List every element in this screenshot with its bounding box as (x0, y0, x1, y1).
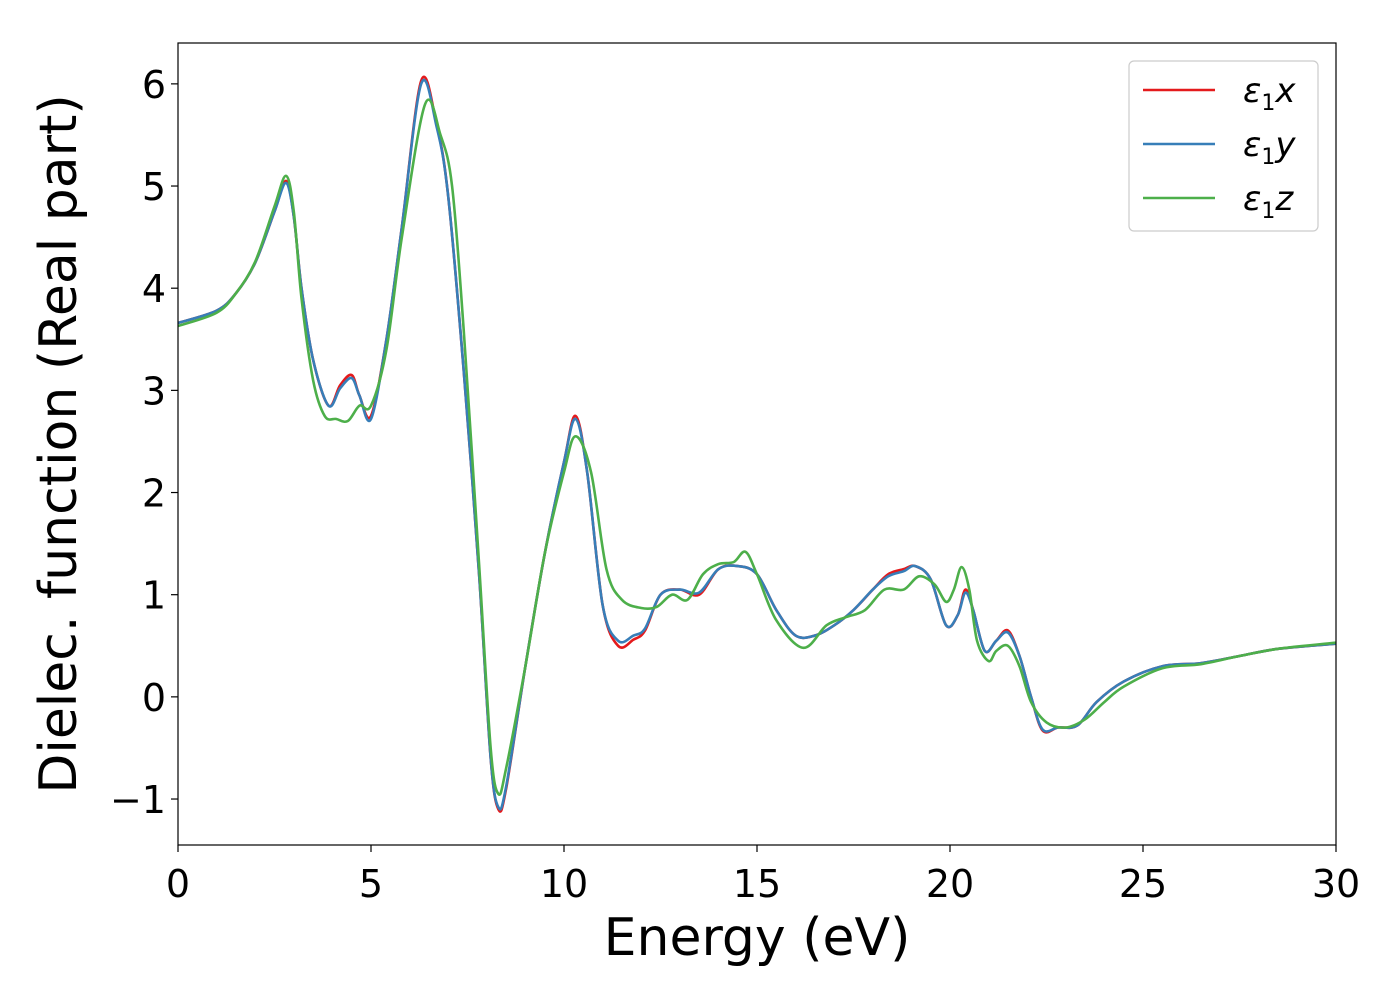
x-tick-label: 20 (926, 862, 974, 906)
legend-item: ε1y (1143, 125, 1296, 170)
x-tick-label: 5 (359, 862, 383, 906)
x-tick-label: 0 (166, 862, 190, 906)
y-axis-label: Dielec. function (Real part) (29, 94, 89, 793)
legend-box (1128, 60, 1319, 232)
legend: ε1x ε1y ε1z (1128, 60, 1319, 232)
y-tick-label: 3 (142, 369, 166, 413)
legend-item: ε1z (1143, 179, 1294, 224)
x-tick-label: 25 (1119, 862, 1167, 906)
series-line-y (178, 79, 1336, 811)
y-tick-label: 0 (142, 676, 166, 720)
legend-label: ε1y (1243, 125, 1296, 170)
y-tick-label: 1 (142, 574, 166, 618)
x-tick-label: 10 (540, 862, 588, 906)
x-tick-label: 30 (1312, 862, 1360, 906)
legend-item: ε1x (1143, 71, 1296, 116)
series-line-z (178, 98, 1336, 796)
y-tick-label: 6 (142, 63, 166, 107)
y-tick-label: −1 (110, 778, 166, 822)
legend-label: ε1x (1243, 71, 1296, 116)
y-tick-label: 4 (142, 267, 166, 311)
y-tick-label: 2 (142, 472, 166, 516)
x-tick-label: 15 (733, 862, 781, 906)
series-layer (178, 75, 1336, 813)
x-axis-label: Energy (eV) (604, 908, 911, 968)
y-tick-label: 5 (142, 165, 166, 209)
legend-label: ε1z (1243, 179, 1294, 224)
